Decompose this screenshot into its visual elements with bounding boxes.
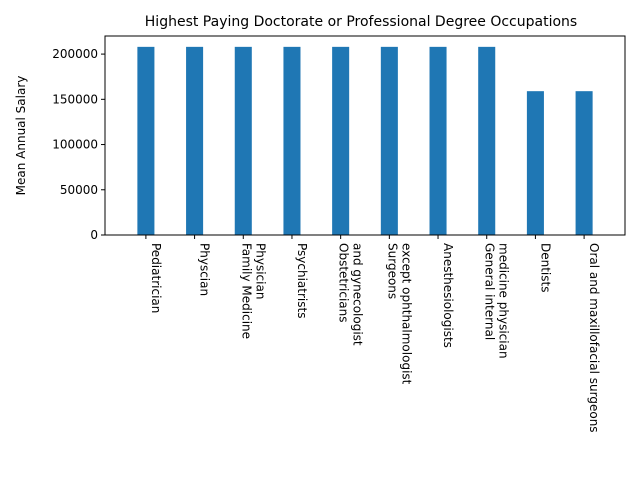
- x-tick-label: Anesthesiologists: [441, 243, 455, 348]
- x-tick-label: Physcian: [198, 243, 212, 296]
- bar: [332, 46, 350, 235]
- x-tick-label-line: Pediatrician: [149, 243, 163, 313]
- x-tick-label-line: Anesthesiologists: [441, 243, 455, 348]
- bar: [575, 91, 593, 235]
- x-tick-label: Surgeonsexcept ophthalmologist: [385, 243, 413, 385]
- bar: [234, 46, 252, 235]
- x-tick-label-line: Surgeons: [385, 243, 399, 299]
- x-tick-label-line: Physcian: [198, 243, 212, 296]
- bar: [478, 46, 496, 235]
- bar: [429, 46, 447, 235]
- bar: [526, 91, 544, 235]
- x-tick-label-line: Physician: [253, 243, 267, 299]
- x-tick-label: General internalmedicine physician: [483, 243, 511, 359]
- x-tick-label-line: General internal: [483, 243, 497, 340]
- y-tick-label: 100000: [52, 138, 98, 152]
- x-tick-label: Obstetriciansand gynecologist: [337, 243, 365, 346]
- plot-frame: [104, 35, 626, 236]
- bar: [137, 46, 155, 235]
- x-tick-label-line: Oral and maxillofacial surgeons: [587, 243, 601, 433]
- x-tick-label-line: Obstetricians: [337, 243, 351, 323]
- x-tick-label: Family MedicinePhysician: [239, 243, 267, 339]
- y-tick-label: 0: [90, 228, 98, 242]
- y-tick-label: 50000: [60, 183, 98, 197]
- x-tick-label: Psychiatrists: [295, 243, 309, 318]
- y-tick-label: 150000: [52, 92, 98, 106]
- x-axis: Pediatrician Physcian Family MedicinePhysi…: [145, 235, 601, 433]
- x-tick-label-line: Dentists: [538, 243, 552, 292]
- bar: [380, 46, 398, 235]
- x-tick-label-line: and gynecologist: [351, 243, 365, 346]
- bar: [186, 46, 204, 235]
- x-tick-label: Oral and maxillofacial surgeons: [587, 243, 601, 433]
- bar: [283, 46, 301, 235]
- bars-group: [137, 46, 593, 235]
- x-tick-label: Pediatrician: [149, 243, 163, 313]
- y-tick-label: 200000: [52, 47, 98, 61]
- x-tick-label-line: Family Medicine: [239, 243, 253, 339]
- x-tick-label: Dentists: [538, 243, 552, 292]
- x-tick-label-line: medicine physician: [497, 243, 511, 359]
- x-tick-label-line: Psychiatrists: [295, 243, 309, 318]
- chart-title: Highest Paying Doctorate or Professional…: [145, 14, 577, 30]
- y-axis: 0 50000 100000 150000 200000: [52, 47, 105, 242]
- x-tick-label-line: except ophthalmologist: [399, 243, 413, 385]
- y-axis-label: Mean Annual Salary: [14, 76, 28, 196]
